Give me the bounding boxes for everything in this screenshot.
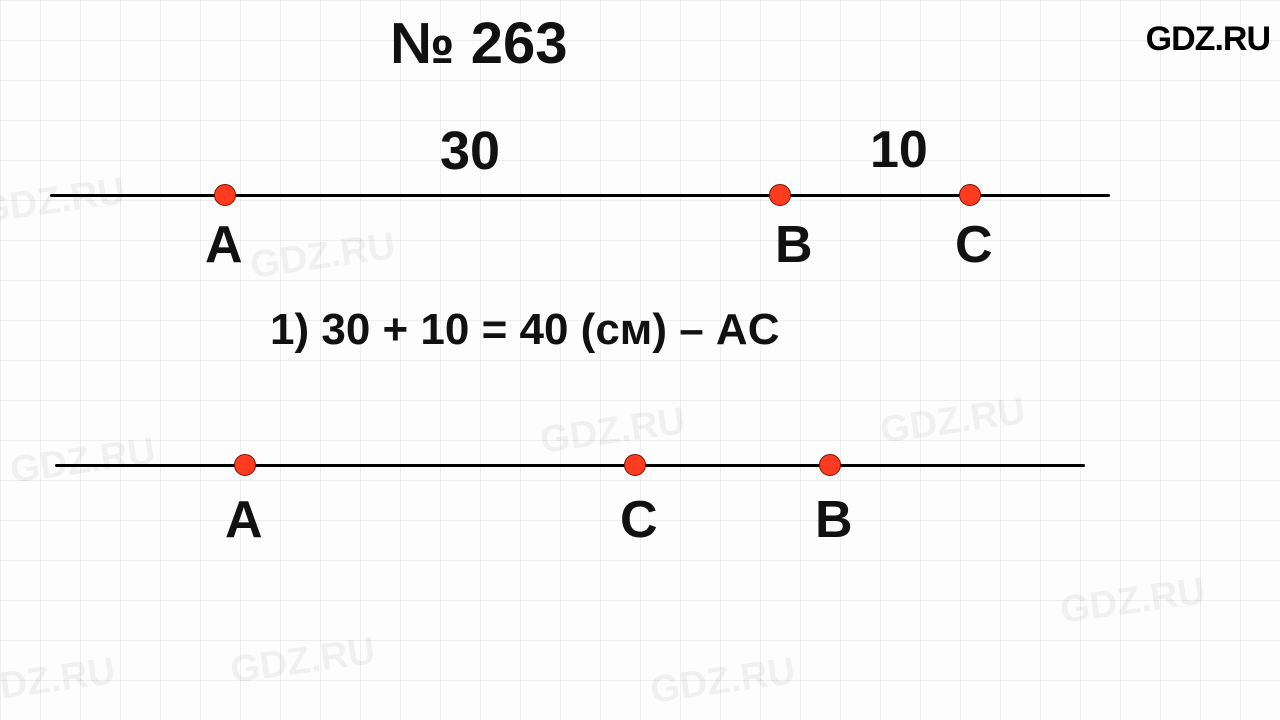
point-label-a: A: [205, 215, 243, 275]
site-logo: GDZ.RU: [1146, 20, 1270, 59]
segment-label-0: 30: [440, 120, 500, 182]
point-a: [214, 184, 236, 206]
point-b: [769, 184, 791, 206]
point-label-c: C: [620, 490, 658, 550]
point-c: [959, 184, 981, 206]
point-label-a: A: [225, 490, 263, 550]
segment-label-1: 10: [870, 120, 928, 180]
point-label-b: B: [775, 215, 813, 275]
point-b: [819, 454, 841, 476]
solution-step-1: 1) 30 + 10 = 40 (см) – AC: [270, 305, 779, 355]
point-label-c: C: [955, 215, 993, 275]
problem-number: № 263: [390, 10, 568, 77]
point-label-b: B: [815, 490, 853, 550]
grid-background: [0, 0, 1280, 720]
point-a: [234, 454, 256, 476]
point-c: [624, 454, 646, 476]
number-line: [55, 464, 1085, 467]
number-line: [50, 194, 1110, 197]
stage: GDZ.RUGDZ.RUGDZ.RUGDZ.RUGDZ.RUGDZ.RUGDZ.…: [0, 0, 1280, 720]
